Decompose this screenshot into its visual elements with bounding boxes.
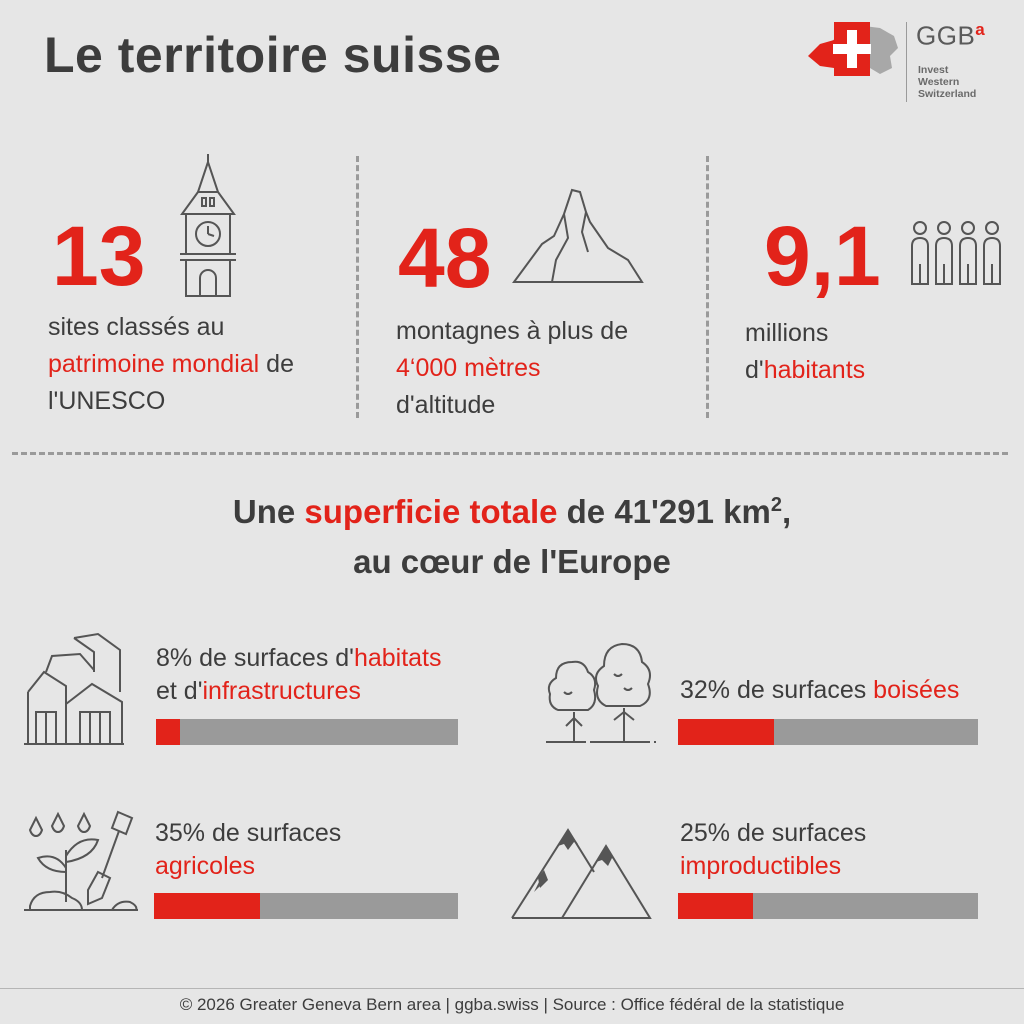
headline-pre: Une (232, 493, 305, 530)
footer-divider (0, 988, 1024, 989)
category-unproductive-text: 25% de surfaces improductibles (680, 817, 1020, 883)
headline-sup: 2 (770, 494, 782, 516)
headline-highlight: superficie totale (304, 493, 558, 530)
logo: GGBa Invest Western Switzerland (806, 16, 1010, 106)
stat-unesco-highlight: patrimoine mondial (48, 350, 260, 378)
stat-mountains-highlight: 4‘000 mètres (396, 354, 541, 382)
footer: © 2026 Greater Geneva Bern area | ggba.s… (179, 995, 845, 1014)
category-forest-highlight: boisées (873, 676, 960, 704)
category-habitats-line2-pre: et d' (156, 677, 203, 705)
progress-bar-forest (678, 719, 978, 745)
stat-mountains-line3: d'altitude (396, 391, 496, 419)
headline-end: , (781, 493, 792, 530)
stat-unesco-line3: l'UNESCO (48, 387, 166, 415)
stat-population-text: millions d'habitants (745, 315, 1005, 389)
stat-mountains-line1: montagnes à plus de (396, 317, 629, 345)
progress-bar-agriculture (154, 893, 458, 919)
stat-unesco-after: de (259, 350, 294, 378)
category-unproductive-pre: 25% de surfaces (680, 819, 867, 847)
mountain-peak-icon (512, 188, 644, 283)
stat-population-number: 9,1 (764, 209, 881, 303)
category-forest-text: 32% de surfaces boisées (680, 674, 1020, 707)
plant-shovel-icon (24, 810, 138, 911)
clock-tower-icon (180, 154, 236, 297)
progress-fill-forest (678, 719, 774, 745)
stat-unesco-number: 13 (52, 209, 146, 303)
stat-unesco-text: sites classés au patrimoine mondial de l… (48, 309, 358, 420)
stat-population-pre: d' (745, 356, 764, 384)
category-agriculture-highlight: agricoles (155, 852, 256, 880)
progress-bar-habitats (156, 719, 458, 745)
trees-icon (546, 642, 656, 743)
swiss-map-flag-icon (808, 22, 898, 76)
stat-population-highlight: habitants (763, 356, 866, 384)
headline: Une superficie totale de 41'291 km2, au … (0, 480, 1024, 587)
category-agriculture-text: 35% de surfaces agricoles (155, 817, 495, 883)
category-agriculture-pre: 35% de surfaces (155, 819, 342, 847)
divider (12, 452, 1008, 455)
page-title: Le territoire suisse (44, 27, 502, 83)
houses-icon (24, 632, 124, 745)
stat-unesco-line1: sites classés au (48, 313, 225, 341)
headline-line2: au cœur de l'Europe (353, 543, 671, 580)
category-forest-pre: 32% de surfaces (680, 676, 874, 704)
divider (706, 156, 709, 418)
stat-mountains-number: 48 (398, 211, 492, 305)
people-icon (911, 221, 1001, 285)
category-habitats-text: 8% de surfaces d'habitats et d'infrastru… (156, 642, 516, 708)
category-habitats-highlight: habitats (353, 644, 442, 672)
category-unproductive-highlight: improductibles (680, 852, 842, 880)
mountains-icon (511, 828, 652, 919)
progress-fill-agriculture (154, 893, 261, 919)
progress-bar-unproductive (678, 893, 978, 919)
stat-population-line1: millions (745, 319, 829, 347)
logo-brand: GGB (916, 20, 976, 51)
category-habitats-line2-highlight: infrastructures (202, 677, 361, 705)
logo-line-1: Invest (918, 64, 949, 76)
category-habitats-pre: 8% de surfaces d' (156, 644, 354, 672)
progress-fill-unproductive (678, 893, 753, 919)
divider (356, 156, 359, 418)
logo-sup: a (975, 20, 986, 39)
headline-post: de 41'291 km (557, 493, 771, 530)
logo-line-3: Switzerland (918, 88, 977, 100)
logo-line-2: Western (918, 76, 960, 88)
stat-mountains-text: montagnes à plus de 4‘000 mètres d'altit… (396, 313, 706, 424)
progress-fill-habitats (156, 719, 181, 745)
